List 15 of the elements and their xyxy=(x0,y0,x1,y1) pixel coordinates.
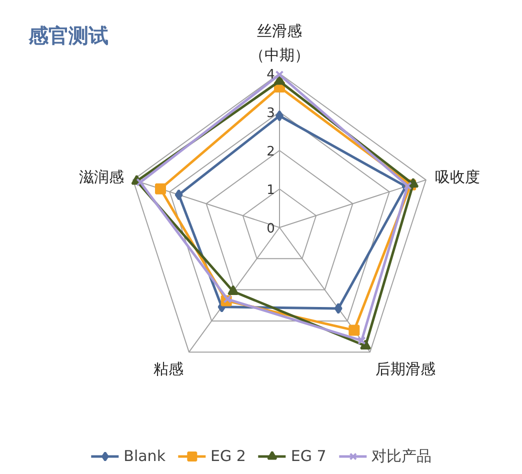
chart-title: 感官测试 xyxy=(28,24,108,48)
y-tick-label: 0 xyxy=(266,222,275,236)
legend-label: EG 2 xyxy=(210,447,246,465)
spoke-label: 吸收度 xyxy=(435,168,480,186)
spoke-label: 滋润感 xyxy=(78,168,124,186)
y-tick-label: 1 xyxy=(266,183,275,198)
legend-label: 对比产品 xyxy=(371,446,432,466)
spoke-label: 后期滑感 xyxy=(376,360,436,378)
y-tick-label: 4 xyxy=(266,68,275,82)
spoke-label: 粘感 xyxy=(153,360,184,378)
y-tick-label: 3 xyxy=(266,106,275,121)
spoke-label: 丝滑感（中期） xyxy=(250,22,310,64)
y-tick-label: 2 xyxy=(266,144,275,160)
legend-label: Blank xyxy=(124,447,166,465)
legend-label: EG 7 xyxy=(290,447,326,465)
